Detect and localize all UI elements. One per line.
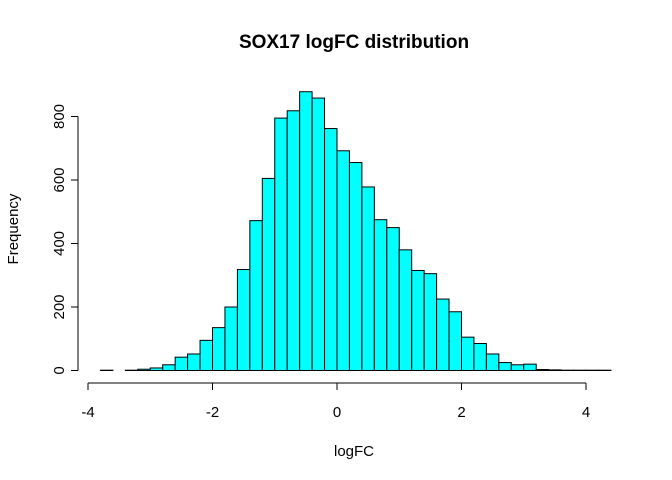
- histogram-bar: [361, 186, 375, 371]
- histogram-bar: [286, 110, 301, 371]
- histogram-bar: [436, 298, 450, 371]
- histogram-bar: [274, 117, 288, 371]
- histogram-bar: [199, 339, 214, 371]
- histogram-bar: [535, 369, 550, 371]
- x-axis: -4 -2 0 2 4: [81, 382, 590, 421]
- histogram-bar: [137, 368, 151, 372]
- histogram-bar: [473, 343, 487, 372]
- x-axis-label: logFC: [334, 443, 374, 460]
- histogram-bar: [162, 364, 176, 372]
- x-tick-label: -4: [81, 404, 94, 421]
- x-tick-label: -2: [206, 404, 219, 421]
- histogram-bar: [249, 220, 263, 371]
- histogram-bar: [324, 128, 338, 371]
- histogram-bar: [373, 219, 388, 371]
- histogram-bar: [448, 311, 462, 372]
- y-tick-label: 800: [51, 104, 68, 129]
- histogram-bar: [336, 150, 350, 371]
- histogram-bar: [411, 269, 425, 371]
- chart-title: SOX17 logFC distribution: [239, 32, 469, 53]
- x-tick-label: 0: [333, 404, 341, 421]
- histogram-bar: [461, 336, 475, 372]
- histogram-bar: [510, 364, 525, 372]
- y-axis: 0 200 400 600 800: [51, 104, 79, 375]
- histogram-bar: [261, 177, 276, 371]
- histogram-bar: [386, 227, 400, 372]
- histogram-bar: [311, 97, 326, 372]
- histogram-bar: [174, 356, 189, 372]
- x-tick-label: 2: [457, 404, 465, 421]
- histogram-bar: [498, 362, 512, 371]
- y-tick-label: 400: [51, 231, 68, 256]
- histogram-bar: [423, 273, 438, 371]
- histogram-bar: [236, 269, 251, 371]
- y-tick-label: 200: [51, 294, 68, 319]
- x-tick-label: 4: [582, 404, 590, 421]
- histogram-bar: [548, 369, 562, 371]
- histogram-bar: [299, 91, 313, 372]
- histogram-bar: [523, 363, 537, 371]
- y-axis-label: Frequency: [5, 193, 22, 264]
- histogram-bar: [149, 367, 164, 371]
- bars-group: [99, 91, 612, 372]
- histogram-bar: [187, 353, 201, 371]
- histogram-bar: [212, 327, 226, 372]
- histogram-bar: [485, 353, 500, 371]
- histogram-bar: [224, 306, 238, 371]
- histogram-bar: [398, 249, 413, 372]
- y-tick-label: 0: [51, 366, 68, 374]
- y-tick-label: 600: [51, 167, 68, 192]
- histogram-bar: [348, 162, 363, 371]
